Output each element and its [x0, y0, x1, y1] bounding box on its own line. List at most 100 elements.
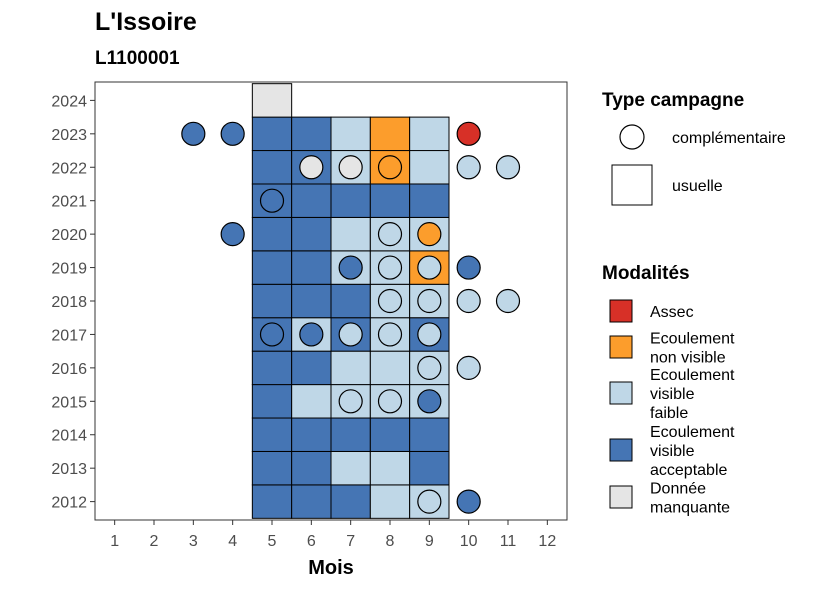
legend-key-manquante: [609, 485, 633, 509]
y-tick-label-2023: 2023: [51, 127, 87, 144]
legend-label-acceptable-line-0: Ecoulement: [650, 424, 735, 441]
tile-2021-6: [291, 183, 332, 218]
tile-2019-6: [291, 250, 332, 285]
point-2019-7: [338, 255, 363, 280]
y-tick-label-2021: 2021: [51, 194, 87, 211]
y-tick-label-2014: 2014: [51, 428, 87, 445]
point-2017-7: [338, 322, 363, 347]
x-tick-label-2: 2: [150, 533, 159, 550]
tile-2015-6: [291, 384, 332, 419]
legend-key-faible: [609, 381, 633, 405]
tile-2016-6: [291, 350, 332, 386]
x-tick-label-3: 3: [189, 533, 198, 550]
legend-label-faible-line-1: visible: [650, 386, 695, 403]
point-2020-8: [377, 222, 403, 247]
tile-2021-8: [369, 183, 411, 218]
x-tick-label-12: 12: [538, 533, 556, 550]
chart-subtitle: L1100001: [95, 48, 180, 69]
tile-2021-9: [409, 183, 450, 218]
point-2020-4: [220, 222, 245, 247]
legend-fill-title: Modalités: [602, 263, 690, 284]
tile-2014-7: [330, 417, 371, 452]
chart-title: L'Issoire: [95, 8, 197, 36]
point-2022-6: [299, 155, 324, 180]
point-2020-9: [417, 222, 442, 247]
tile-2012-7: [330, 484, 371, 519]
y-tick-label-2019: 2019: [51, 261, 87, 278]
y-tick-label-2018: 2018: [51, 294, 87, 311]
tile-2012-6: [291, 484, 332, 519]
tile-2021-7: [330, 183, 371, 218]
legend-label-square: usuelle: [672, 178, 723, 195]
legend-label-circle: complémentaire: [672, 130, 786, 147]
legend-key-nonvisible: [609, 335, 633, 359]
legend-key-acceptable: [609, 438, 633, 462]
axes-layer: 1 2 3 4 5 6 7 8 9 10 11 122012201320142015201620172…: [51, 93, 556, 550]
legend-layer: Type campagne complémentaire usuelle Modali…: [602, 90, 786, 517]
tile-2023-5: [251, 116, 293, 152]
tile-2012-8: [369, 484, 411, 519]
legend-label-assec-line-0: Assec: [650, 304, 694, 321]
point-2016-10: [456, 355, 481, 380]
point-2017-8: [377, 322, 403, 347]
tile-2013-7: [330, 450, 371, 486]
tile-2013-8: [369, 450, 411, 486]
tile-2018-7: [330, 283, 371, 319]
tile-2018-6: [291, 283, 332, 319]
x-axis-title: Mois: [308, 557, 354, 579]
point-2012-10: [456, 489, 481, 514]
tile-2013-5: [251, 450, 293, 486]
x-tick-label-11: 11: [500, 533, 517, 550]
point-2019-8: [377, 255, 403, 280]
point-2018-10: [456, 288, 481, 314]
x-tick-label-1: 1: [110, 533, 119, 550]
x-tick-label-8: 8: [386, 533, 395, 550]
tile-2015-5: [251, 384, 293, 419]
tile-2016-8: [369, 350, 411, 386]
point-2018-8: [377, 288, 403, 314]
x-tick-label-4: 4: [228, 533, 237, 550]
tile-2024-5: [251, 83, 293, 118]
point-2019-9: [417, 255, 442, 280]
tile-2020-5: [251, 216, 293, 252]
tile-2023-8: [369, 116, 411, 152]
legend-label-nonvisible-line-0: Ecoulement: [650, 331, 735, 348]
y-tick-label-2020: 2020: [51, 227, 87, 244]
point-2015-8: [377, 389, 403, 414]
point-2022-10: [456, 155, 481, 180]
x-tick-label-6: 6: [307, 533, 316, 550]
point-2017-5: [259, 322, 285, 347]
point-2018-11: [495, 288, 521, 314]
point-2023-4: [220, 121, 245, 146]
y-tick-label-2013: 2013: [51, 461, 87, 478]
tile-2014-5: [251, 417, 293, 452]
y-tick-label-2017: 2017: [51, 327, 87, 344]
tile-2016-7: [330, 350, 371, 386]
y-tick-label-2022: 2022: [51, 160, 87, 177]
tile-2012-5: [251, 484, 293, 519]
point-2017-6: [299, 322, 324, 347]
point-2012-9: [417, 489, 442, 514]
point-2022-7: [338, 155, 363, 180]
legend-key-square: [611, 164, 653, 206]
legend-label-acceptable-line-2: acceptable: [650, 462, 727, 479]
point-2021-5: [259, 188, 285, 213]
x-tick-label-9: 9: [425, 533, 434, 550]
y-tick-label-2024: 2024: [51, 93, 87, 110]
point-2015-7: [338, 389, 363, 414]
legend-shape-title: Type campagne: [602, 90, 744, 111]
tile-2019-5: [251, 250, 293, 285]
point-2022-11: [495, 155, 521, 180]
tile-2014-6: [291, 417, 332, 452]
point-2023-3: [181, 121, 206, 146]
legend-label-faible-line-2: faible: [650, 405, 688, 422]
tile-2020-6: [291, 216, 332, 252]
legend-key-circle: [619, 124, 645, 150]
tile-2022-9: [409, 150, 450, 185]
point-2015-9: [417, 389, 442, 414]
tile-2018-5: [251, 283, 293, 319]
points-layer: [181, 121, 521, 514]
y-tick-label-2012: 2012: [51, 495, 87, 512]
point-2023-10: [456, 121, 481, 146]
